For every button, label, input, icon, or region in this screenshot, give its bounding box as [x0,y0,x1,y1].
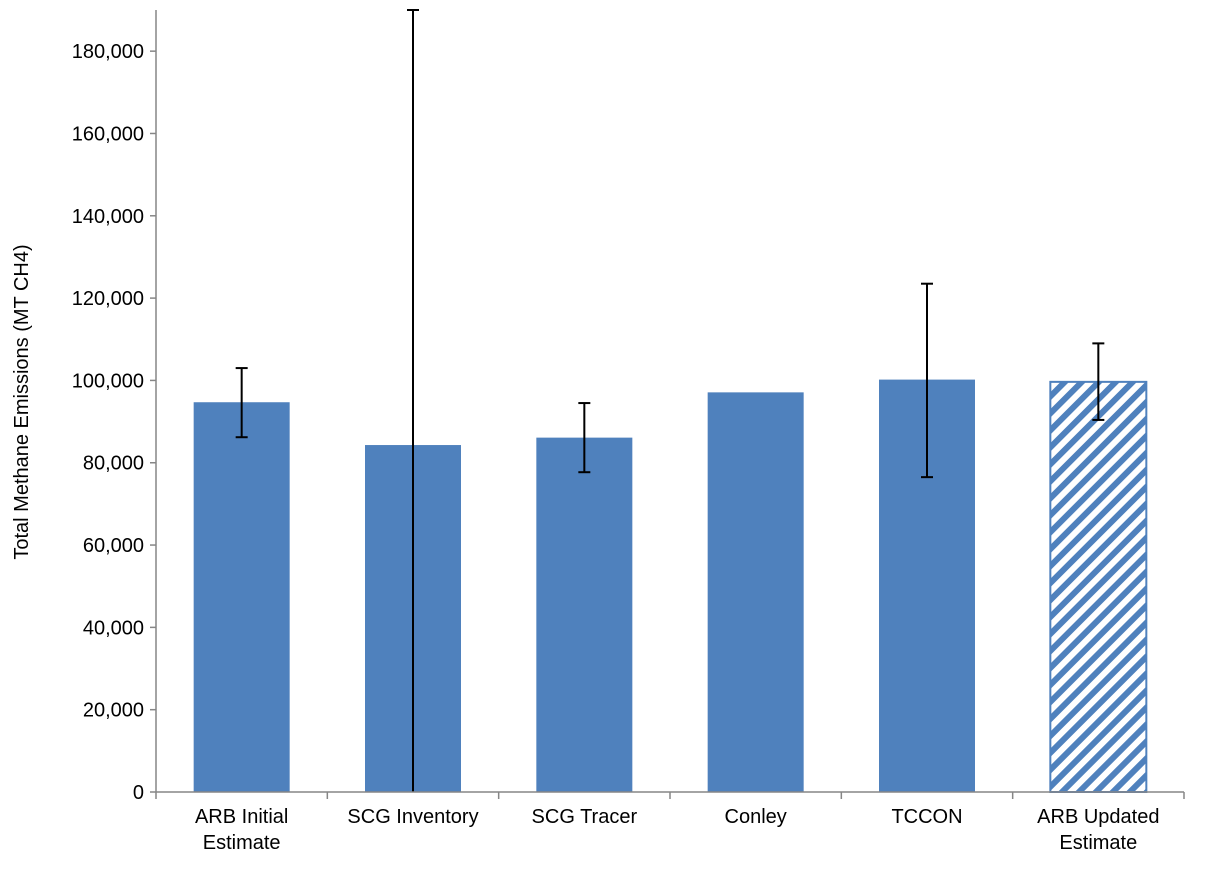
bars-layer [193,379,1148,793]
y-tick-label-6: 120,000 [72,288,144,310]
x-category-label-1: SCG Inventory [347,806,478,828]
x-category-label-0-line-0: ARB Initial [195,806,288,828]
y-tick-label-1: 20,000 [83,700,144,722]
y-tick-label-7: 140,000 [72,206,144,228]
x-category-label-5-line-0: ARB Updated [1037,806,1159,828]
y-tick-label-3: 60,000 [83,535,144,557]
bar-0 [193,402,290,792]
error-bar-1 [407,9,419,792]
bar-3 [707,392,804,792]
x-category-label-5-line-1: Estimate [1059,832,1137,854]
y-tick-label-5: 100,000 [72,370,144,392]
x-category-label-4: TCCON [891,806,962,828]
x-category-label-0-line-1: Estimate [203,832,281,854]
x-category-label-2: SCG Tracer [532,806,638,828]
y-tick-label-9: 180,000 [72,41,144,63]
bar-2 [536,437,633,792]
axes-layer [150,10,1185,799]
y-tick-label-2: 40,000 [83,617,144,639]
y-tick-label-0: 0 [133,782,144,804]
error-bar-4 [921,282,933,479]
y-axis-title: Total Methane Emissions (MT CH4) [11,244,33,559]
error-bar-0 [235,367,248,439]
y-tick-label-4: 80,000 [83,453,144,475]
x-category-label-3-line-0: Conley [725,806,787,828]
x-category-label-4-line-0: TCCON [891,806,962,828]
labels-layer: 0 20,000 40,000 60,000 80,000 100,000 120,000 1… [72,41,1160,854]
bar-5 [1049,380,1148,793]
x-category-label-2-line-0: SCG Tracer [532,806,638,828]
x-category-label-3: Conley [725,806,787,828]
x-category-label-1-line-0: SCG Inventory [347,806,478,828]
x-category-label-0: ARB Initial Estimate [195,806,288,854]
error-bars-layer [235,9,1105,792]
error-bar-2 [578,402,591,474]
y-tick-label-8: 160,000 [72,123,144,145]
error-bar-5 [1092,342,1105,421]
x-category-label-5: ARB Updated Estimate [1037,806,1159,854]
